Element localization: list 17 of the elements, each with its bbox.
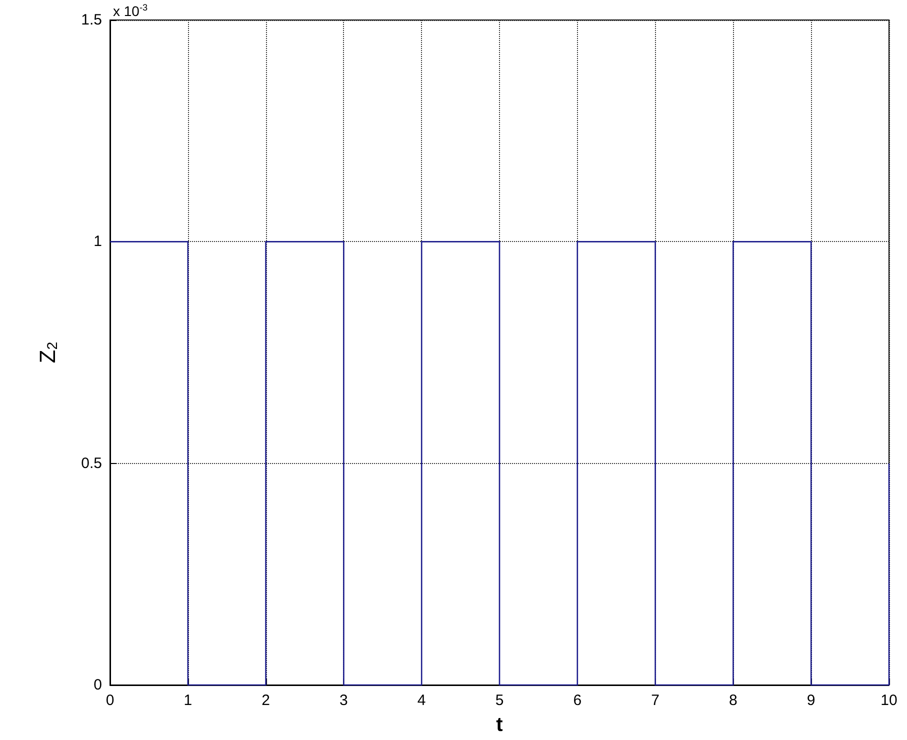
x-tick-label: 5: [495, 692, 504, 709]
x-axis-title: t: [496, 714, 504, 736]
y-tick-label: 1: [94, 233, 102, 250]
x-tick-label: 1: [184, 692, 192, 709]
x-tick-label: 4: [417, 692, 426, 709]
x-tick-label: 10: [880, 692, 898, 709]
x-tick-label: 8: [729, 692, 738, 709]
y-tick-label: 0.5: [81, 454, 102, 472]
x-tick-label: 0: [106, 692, 114, 709]
y-axis-title: Z2: [35, 342, 61, 364]
x-tick-label: 6: [573, 692, 582, 709]
x-tick-label: 3: [340, 692, 348, 709]
x-tick-label: 2: [262, 692, 270, 709]
y-tick-label: 1.5: [81, 12, 102, 28]
x-tick-label: 9: [806, 692, 816, 709]
x-tick-label: 7: [651, 692, 660, 709]
y-tick-label: 0: [94, 676, 102, 694]
